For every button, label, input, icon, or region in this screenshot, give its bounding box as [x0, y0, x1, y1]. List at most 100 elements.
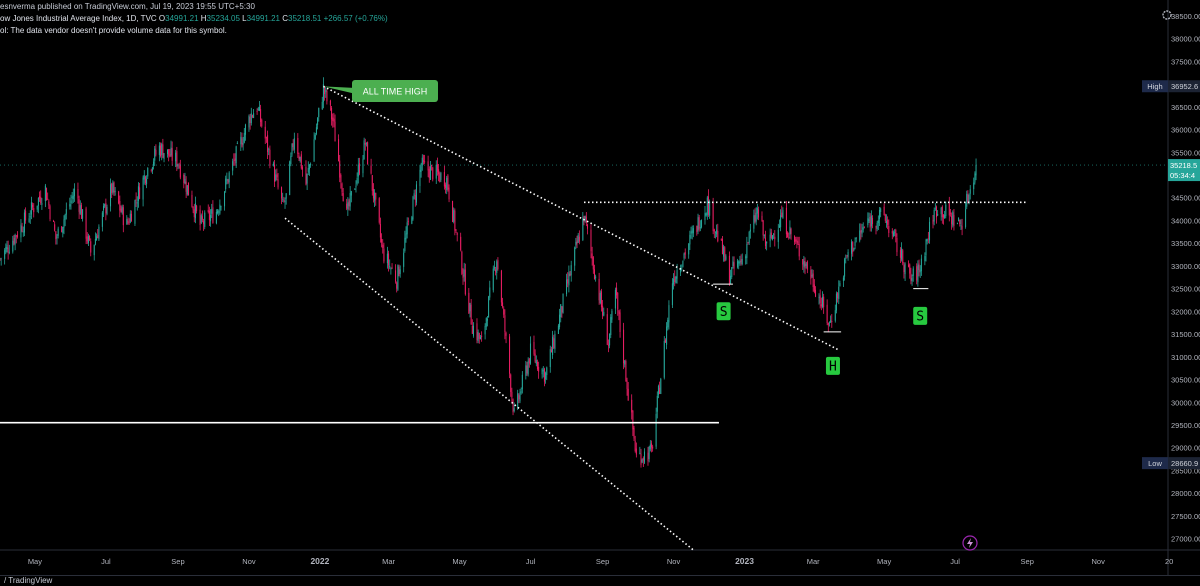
candle-body [240, 136, 242, 145]
candle-body [307, 167, 309, 173]
candle-body [518, 395, 520, 400]
candle-body [184, 178, 186, 184]
candle-body [217, 210, 219, 214]
low-tag-label: Low [1148, 459, 1162, 468]
candle-body [777, 229, 779, 242]
candle-body [933, 210, 935, 222]
candle-body [183, 174, 185, 184]
candle-body [162, 144, 164, 158]
candle-body [546, 367, 548, 376]
candle-body [30, 202, 32, 215]
candle-body [648, 446, 650, 460]
candle-body [911, 278, 913, 282]
price-axis[interactable] [1168, 0, 1200, 586]
candle-body [956, 223, 958, 225]
candle-body [244, 124, 246, 135]
candle-body [381, 238, 383, 243]
candle-body [260, 109, 262, 122]
volume-note: ol: The data vendor doesn't provide volu… [0, 26, 227, 35]
candle-body [681, 268, 683, 270]
ohlc-change: +266.57 (+0.76%) [323, 14, 388, 23]
candle-body [253, 113, 255, 119]
candle-body [47, 198, 49, 200]
candle-body [610, 317, 612, 336]
candle-body [903, 265, 905, 273]
candle-body [419, 169, 421, 187]
candle-body [795, 239, 797, 242]
lightning-icon[interactable] [962, 535, 978, 551]
candle-body [663, 340, 665, 378]
candle-body [895, 229, 897, 237]
candle-body [627, 388, 629, 401]
candle-body [969, 189, 971, 194]
candle-body [39, 195, 41, 199]
candle-body [414, 195, 416, 200]
candle-body [103, 206, 105, 211]
candle-body [585, 216, 587, 224]
candle-body [541, 368, 543, 375]
candle-body [0, 258, 2, 260]
candle-body [664, 339, 666, 343]
candle-body [71, 196, 73, 198]
candle-body [497, 260, 499, 270]
candle-body [723, 246, 725, 257]
candle-body [543, 368, 545, 382]
candle-body [834, 310, 836, 321]
candle-body [545, 372, 547, 380]
candle-body [44, 185, 46, 202]
candle-body [908, 264, 910, 267]
candle-body [904, 263, 906, 275]
lower-trendline[interactable] [284, 217, 694, 551]
symbol-legend[interactable]: ow Jones Industrial Average Index, 1D, T… [0, 14, 388, 24]
candle-body [534, 353, 536, 362]
candle-body [496, 261, 498, 273]
candle-body [797, 241, 799, 245]
candle-body [763, 235, 765, 236]
candle-body [500, 270, 502, 303]
candle-body [688, 243, 690, 255]
candle-body [611, 310, 613, 320]
pattern-label-box[interactable] [913, 306, 928, 325]
candle-body [29, 216, 31, 218]
candle-body [631, 399, 633, 413]
candle-body [422, 160, 424, 162]
candle-body [443, 172, 445, 187]
candle-body [493, 267, 495, 269]
candle-body [251, 115, 253, 117]
candle-body [782, 210, 784, 219]
y-tick-label: 27500.00 [1171, 512, 1200, 521]
callout-box[interactable] [352, 80, 438, 102]
y-tick-label: 32500.00 [1171, 285, 1200, 294]
pattern-label-box[interactable] [825, 356, 840, 375]
candle-body [642, 458, 644, 461]
candle-body [749, 229, 751, 232]
candle-body [37, 197, 39, 207]
upper-trendline[interactable] [323, 85, 840, 351]
candle-body [536, 362, 538, 370]
candle-body [655, 413, 657, 447]
candle-body [495, 269, 497, 272]
candle-body [851, 241, 853, 254]
candle-body [952, 212, 954, 226]
candle-body [476, 323, 478, 340]
settings-gear-icon[interactable] [1162, 10, 1172, 20]
candle-body [310, 163, 312, 166]
candle-body [395, 270, 397, 282]
candle-body [740, 259, 742, 263]
pattern-label-box[interactable] [716, 302, 731, 321]
candle-body [383, 248, 385, 262]
candle-body [910, 273, 912, 281]
candle-body [838, 286, 840, 299]
candle-body [875, 226, 877, 228]
candle-body [732, 261, 734, 267]
y-tick-label: 30000.00 [1171, 398, 1200, 407]
candle-body [554, 333, 556, 350]
candle-body [705, 213, 707, 216]
candle-body [883, 206, 885, 216]
candle-body [728, 255, 730, 285]
candle-body [405, 233, 407, 240]
candle-body [179, 164, 181, 178]
candle-body [918, 263, 920, 271]
